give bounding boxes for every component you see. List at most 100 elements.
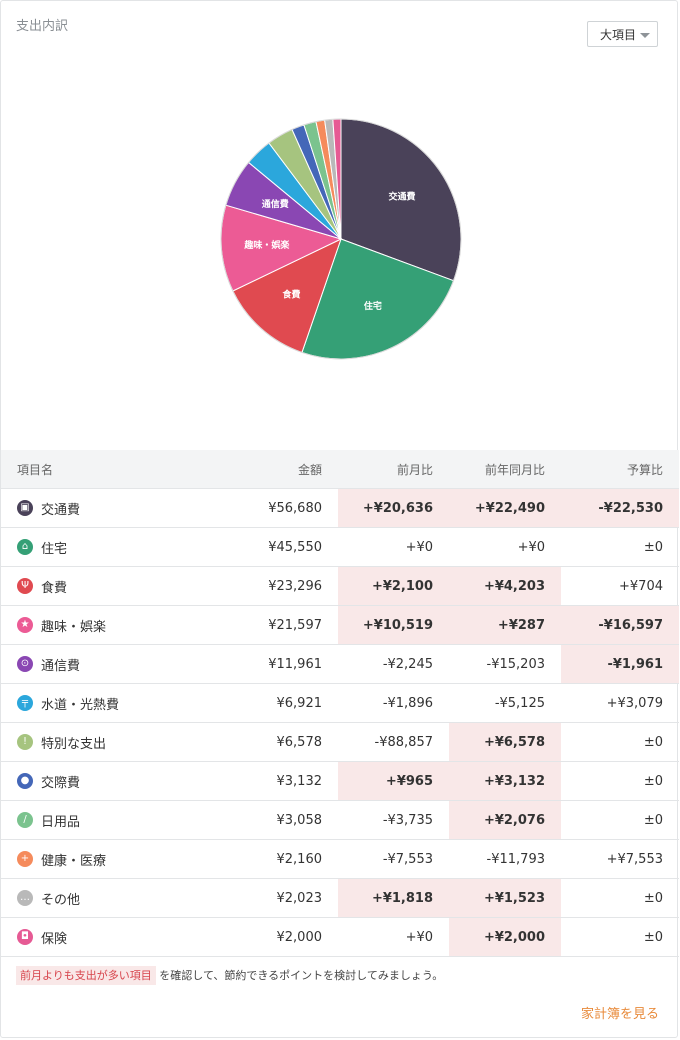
table-header-row: 項目名 金額 前月比 前年同月比 予算比 [1,450,679,489]
chevron-down-icon [640,33,650,38]
table-row: ⊙ 通信費 ¥11,961 -¥2,245 -¥15,203 -¥1,961 [1,644,679,684]
table-row: ◘ 保険 ¥2,000 +¥0 +¥2,000 ±0 [1,917,679,957]
category-label: 食費 [41,580,68,596]
table-row: ● 交際費 ¥3,132 +¥965 +¥3,132 ±0 [1,761,679,801]
category-label: 趣味・娯楽 [41,619,107,635]
cell-budget: +¥7,553 [561,839,679,879]
cell-budget: -¥1,961 [561,644,679,684]
pie-slice-label: 住宅 [364,300,382,312]
cell-mom: +¥20,636 [338,488,449,528]
table-row: ★ 趣味・娯楽 ¥21,597 +¥10,519 +¥287 -¥16,597 [1,605,679,645]
cell-yoy: +¥0 [449,527,561,567]
cell-category: ★ 趣味・娯楽 [1,605,211,645]
view-household-book-link[interactable]: 家計簿を見る [580,1007,659,1022]
card-title: 支出内訳 [16,19,69,34]
cell-mom: -¥1,896 [338,683,449,723]
cell-yoy: +¥1,523 [449,878,561,918]
category-level-dropdown[interactable]: 大項目 [587,21,658,47]
cell-amount: ¥2,160 [211,839,338,879]
cell-yoy: -¥5,125 [449,683,561,723]
header-budget: 予算比 [561,450,679,489]
table-row: … その他 ¥2,023 +¥1,818 +¥1,523 ±0 [1,878,679,918]
antenna-icon: ⊙ [17,656,33,672]
cell-amount: ¥23,296 [211,566,338,606]
cell-amount: ¥2,023 [211,878,338,918]
people-icon: ● [17,773,33,789]
cell-yoy: +¥2,076 [449,800,561,840]
cell-budget: -¥16,597 [561,605,679,645]
fork-knife-icon: Ψ [17,578,33,594]
cell-mom: +¥1,818 [338,878,449,918]
cell-yoy: +¥22,490 [449,488,561,528]
shield-icon: ◘ [17,929,33,945]
cell-amount: ¥3,132 [211,761,338,801]
header-mom: 前月比 [338,450,449,489]
cell-category: ▣ 交通費 [1,488,211,528]
cell-budget: ±0 [561,722,679,762]
category-label: 交際費 [41,775,81,791]
cell-yoy: +¥3,132 [449,761,561,801]
cell-budget: ±0 [561,761,679,801]
category-label: 特別な支出 [41,736,107,752]
cell-mom: -¥2,245 [338,644,449,684]
cell-yoy: -¥11,793 [449,839,561,879]
plus-icon: + [17,851,33,867]
cell-mom: +¥2,100 [338,566,449,606]
table-row: ! 特別な支出 ¥6,578 -¥88,857 +¥6,578 ±0 [1,722,679,762]
cell-yoy: -¥15,203 [449,644,561,684]
header-name: 項目名 [1,450,211,489]
cell-amount: ¥6,578 [211,722,338,762]
cell-category: ! 特別な支出 [1,722,211,762]
cell-category: ⊙ 通信費 [1,644,211,684]
category-label: 健康・医療 [41,853,107,869]
cell-mom: -¥3,735 [338,800,449,840]
category-label: 日用品 [41,814,81,830]
pie-slice-label: 趣味・娯楽 [243,239,290,251]
table-row: / 日用品 ¥3,058 -¥3,735 +¥2,076 ±0 [1,800,679,840]
dropdown-value: 大項目 [600,27,637,42]
cell-category: … その他 [1,878,211,918]
category-label: 通信費 [41,658,81,674]
cell-category: ● 交際費 [1,761,211,801]
cell-category: + 健康・医療 [1,839,211,879]
cell-amount: ¥11,961 [211,644,338,684]
pie-slice-label: 交通費 [389,190,416,202]
faucet-icon: ╤ [17,695,33,711]
cell-amount: ¥21,597 [211,605,338,645]
pie-slice-label: 食費 [282,289,301,301]
cell-yoy: +¥4,203 [449,566,561,606]
cell-budget: +¥704 [561,566,679,606]
exclamation-icon: ! [17,734,33,750]
cell-mom: +¥0 [338,917,449,957]
cell-category: Ψ 食費 [1,566,211,606]
pie-slice-label: 通信費 [262,198,289,210]
cell-budget: ±0 [561,800,679,840]
savings-note: 前月よりも支出が多い項目 を確認して、節約できるポイントを検討してみましょう。 [16,966,444,985]
note-text: を確認して、節約できるポイントを検討してみましょう。 [159,969,444,982]
category-label: 交通費 [41,502,81,518]
note-highlight: 前月よりも支出が多い項目 [16,966,156,985]
cell-amount: ¥45,550 [211,527,338,567]
house-icon: ⌂ [17,539,33,555]
cell-yoy: +¥6,578 [449,722,561,762]
train-icon: ▣ [17,500,33,516]
cell-budget: ±0 [561,527,679,567]
cell-amount: ¥3,058 [211,800,338,840]
cell-category: ⌂ 住宅 [1,527,211,567]
cell-category: ◘ 保険 [1,917,211,957]
cell-mom: -¥7,553 [338,839,449,879]
header-amount: 金額 [211,450,338,489]
expense-pie-chart: 交通費住宅 食費 趣味・娯楽 通信費 [211,109,471,369]
category-label: その他 [41,892,81,908]
header-yoy: 前年同月比 [449,450,561,489]
brush-icon: / [17,812,33,828]
table-row: Ψ 食費 ¥23,296 +¥2,100 +¥4,203 +¥704 [1,566,679,606]
cell-budget: +¥3,079 [561,683,679,723]
cell-mom: +¥965 [338,761,449,801]
category-label: 保険 [41,931,68,947]
table-row: ▣ 交通費 ¥56,680 +¥20,636 +¥22,490 -¥22,530 [1,488,679,528]
table-row: ⌂ 住宅 ¥45,550 +¥0 +¥0 ±0 [1,527,679,567]
cell-mom: +¥0 [338,527,449,567]
